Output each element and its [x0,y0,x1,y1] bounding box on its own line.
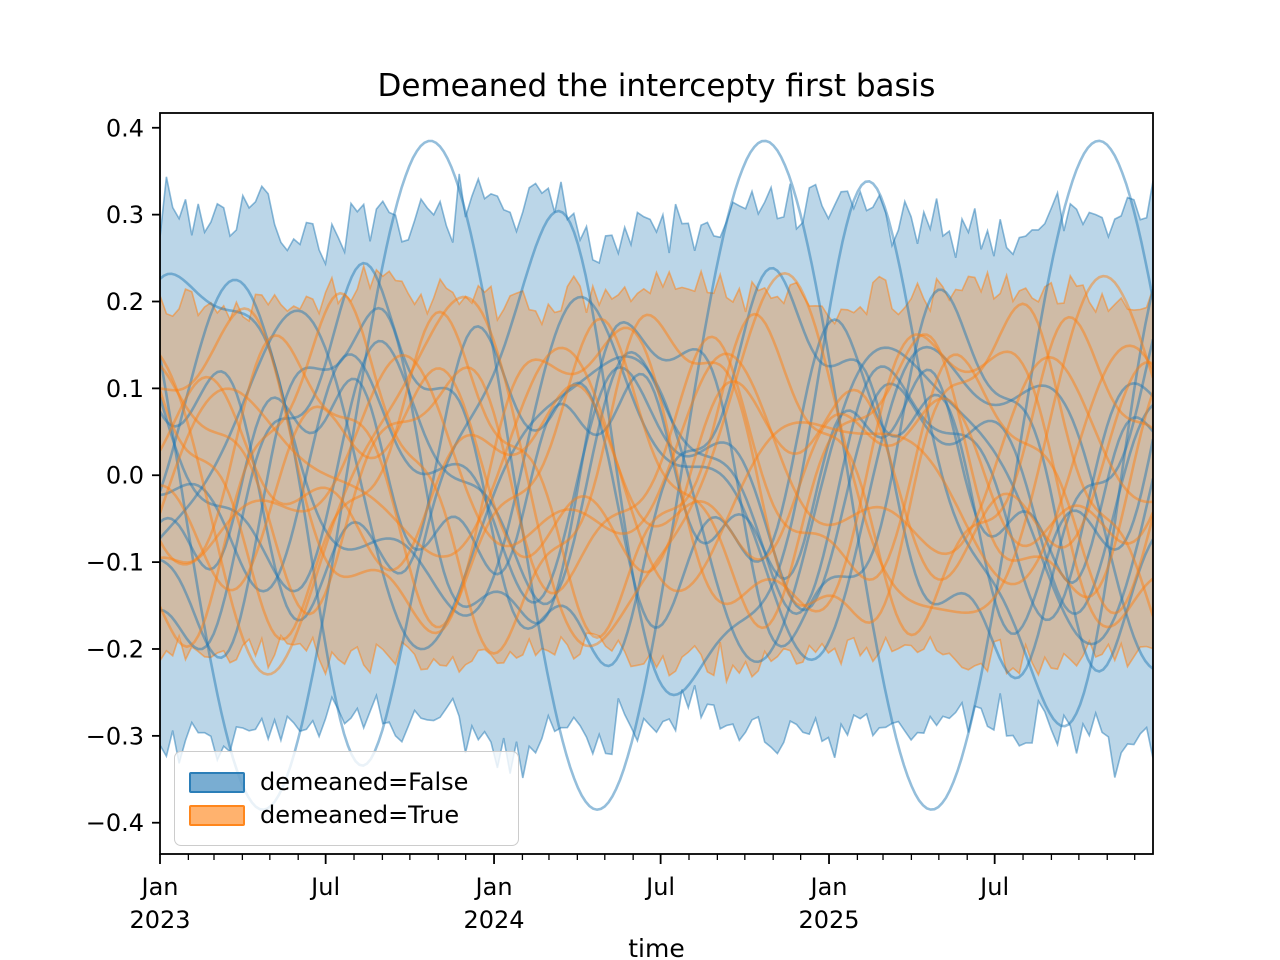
sample-line-demeaned-true [160,307,1153,635]
chart-title: Demeaned the intercepty first basis [377,68,936,104]
sample-line-demeaned-true [160,360,1153,592]
sample-line-demeaned-true [160,375,1153,572]
sample-line-demeaned-false [160,339,1153,622]
sample-line-demeaned-false [160,139,1153,812]
sample-line-demeaned-true [160,317,1153,630]
sample-line-demeaned-false [160,309,1153,664]
legend-label: demeaned=True [260,801,460,829]
y-tick-label: −0.1 [86,549,144,577]
x-tick-label: Jul [309,873,340,901]
band-demeaned-true [160,263,1153,685]
x-tick-year-label: 2025 [798,906,859,934]
x-tick-label: Jan [140,873,179,901]
legend-entry-demeaned-false: demeaned=False [189,770,518,794]
band-demeaned-false [160,173,1153,779]
y-tick-label: 0.2 [106,288,144,316]
legend-swatch-demeaned-false [189,771,245,793]
y-tick-label: 0.0 [106,462,144,490]
x-tick-year-label: 2024 [464,906,525,934]
sample-line-demeaned-false [160,288,1153,673]
y-tick-label: 0.3 [106,201,144,229]
sample-line-demeaned-false [160,368,1153,585]
sample-line-demeaned-true [160,310,1153,641]
sample-line-demeaned-false [160,353,1153,615]
y-tick-label: 0.1 [106,375,144,403]
plot-border [159,112,1154,855]
sample-line-demeaned-false [160,261,1153,680]
sample-line-demeaned-false [160,179,1153,767]
plot-area [160,139,1153,812]
x-tick-label: Jan [809,873,848,901]
x-tick-label: Jul [978,873,1009,901]
y-tick-label: −0.4 [86,809,144,837]
sample-line-demeaned-true [160,344,1153,593]
x-axis-label: time [628,934,685,960]
legend: demeaned=False demeaned=True [174,751,519,846]
legend-label: demeaned=False [260,768,469,796]
sample-line-demeaned-true [160,291,1153,655]
x-tick-label: Jan [474,873,513,901]
sample-line-demeaned-true [160,335,1153,616]
legend-entry-demeaned-true: demeaned=True [189,803,518,827]
x-tick-year-label: 2023 [129,906,190,934]
axes: 0.4 0.3 0.2 0.1 0.0 −0.1 −0.2 −0.3 −0.4 Jan 2023 Ju… [86,112,1154,934]
sample-line-demeaned-false [160,278,1153,670]
y-tick-label: 0.4 [106,114,144,142]
y-tick-label: −0.2 [86,635,144,663]
legend-swatch-demeaned-true [189,804,245,826]
sample-line-demeaned-true [160,271,1153,676]
x-tick-label: Jul [644,873,675,901]
sample-line-demeaned-true [160,352,1153,566]
sample-line-demeaned-false [160,318,1153,636]
y-tick-label: −0.3 [86,722,144,750]
